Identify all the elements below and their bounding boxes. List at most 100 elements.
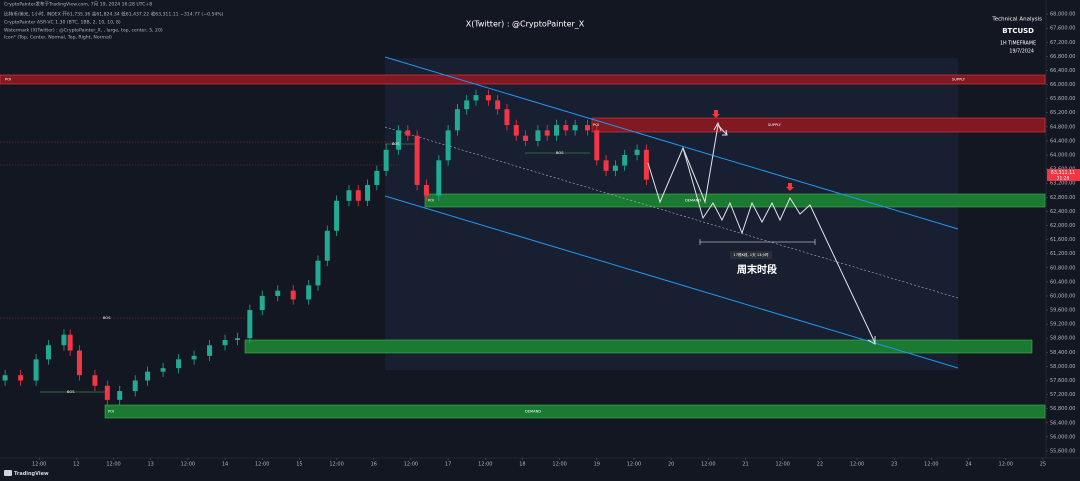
candle-body xyxy=(176,359,182,369)
x-tick-label: 19 xyxy=(594,462,600,468)
brand-logo xyxy=(4,470,12,476)
candle-body xyxy=(405,130,411,136)
projection-path xyxy=(717,124,728,136)
x-tick-label: 12:00 xyxy=(181,462,195,468)
y-tick-label: 64,800.00 xyxy=(1050,124,1075,130)
x-tick-label: 23 xyxy=(891,462,897,468)
candle-body xyxy=(259,295,265,311)
y-tick-label: 59,600.00 xyxy=(1050,308,1075,314)
y-tick-label: 66,000.00 xyxy=(1050,82,1075,88)
y-tick-label: 68,000.00 xyxy=(1050,12,1075,18)
arrow-head xyxy=(722,129,728,136)
candle-body xyxy=(290,290,296,300)
candle-body xyxy=(117,391,123,400)
x-tick-label: 12:00 xyxy=(32,462,46,468)
candle-body xyxy=(423,184,429,196)
candle-body xyxy=(374,170,380,185)
candle-body xyxy=(436,160,442,196)
y-tick-label: 57,600.00 xyxy=(1050,378,1075,384)
zone-label: BOS xyxy=(103,316,111,320)
candle-body xyxy=(504,109,510,126)
channel-upper xyxy=(384,56,959,230)
y-tick-label: 67,600.00 xyxy=(1050,26,1075,32)
header-line: CryptoPainter ASR-VC 1.30 (BTC, 1BB, 2, … xyxy=(4,20,121,26)
x-tick-label: 12:00 xyxy=(775,462,789,468)
x-tick-label: 13 xyxy=(148,462,154,468)
x-tick-label: 25 xyxy=(1040,462,1046,468)
y-tick-label: 63,200.00 xyxy=(1050,181,1075,187)
candle-body xyxy=(585,125,591,131)
candle-body xyxy=(76,350,82,376)
candle-body xyxy=(622,155,628,166)
candle-body xyxy=(535,130,541,141)
zone-label: BOS xyxy=(392,142,400,146)
y-tick-label: 57,200.00 xyxy=(1050,392,1075,398)
zone-label: BOS xyxy=(556,151,564,155)
countdown: 31:28 xyxy=(1057,176,1070,182)
x-tick-label: 12:00 xyxy=(329,462,343,468)
y-tick-label: 59,200.00 xyxy=(1050,322,1075,328)
x-tick-label: 12:00 xyxy=(255,462,269,468)
last-price-box xyxy=(1047,169,1080,181)
candle-body xyxy=(104,385,110,400)
arrow-head xyxy=(713,121,722,132)
projection-path xyxy=(682,124,719,204)
arrow-head xyxy=(867,336,876,345)
y-tick-label: 65,600.00 xyxy=(1050,96,1075,102)
candle-body xyxy=(67,334,73,351)
channel-lower xyxy=(384,195,959,369)
candle-body xyxy=(414,135,420,185)
zone-label: SUPPLY xyxy=(952,78,966,82)
candle-body xyxy=(464,100,470,110)
candle-body xyxy=(132,380,138,392)
brand: TradingView xyxy=(14,471,49,477)
x-tick-label: 16 xyxy=(371,462,377,468)
x-tick-label: 12:00 xyxy=(627,462,641,468)
x-tick-label: 12 xyxy=(73,462,79,468)
info-symbol: BTCUSD xyxy=(1002,27,1034,35)
candle-body xyxy=(33,359,39,381)
candles xyxy=(2,89,649,406)
measure-label: 17根K线, 1天 13小时 xyxy=(733,252,769,257)
supply-zone xyxy=(0,74,1046,85)
x-tick-label: 15 xyxy=(296,462,302,468)
zone-label: BOS xyxy=(67,390,75,394)
zone-label: DEMAND xyxy=(685,199,701,203)
x-tick-label: 12:00 xyxy=(106,462,120,468)
demand-zone xyxy=(244,339,1033,354)
y-tick-label: 60,400.00 xyxy=(1050,279,1075,285)
candle-body xyxy=(473,95,479,101)
zone-label: SUPPLY xyxy=(768,123,782,127)
candle-body xyxy=(554,125,560,136)
candle-body xyxy=(355,190,361,201)
x-tick-label: 21 xyxy=(742,462,748,468)
measure-label-bg xyxy=(730,251,772,259)
y-tick-label: 62,400.00 xyxy=(1050,209,1075,215)
x-tick-label: 12:00 xyxy=(701,462,715,468)
candle-body xyxy=(603,160,609,171)
y-tick-label: 61,600.00 xyxy=(1050,237,1075,243)
info-line: Technical Analysis xyxy=(991,17,1042,23)
demand-zone xyxy=(424,193,1046,208)
x-tick-label: 12:00 xyxy=(999,462,1013,468)
x-tick-label: 18 xyxy=(519,462,525,468)
x-tick-label: 12:00 xyxy=(924,462,938,468)
candle-body xyxy=(247,310,253,339)
zone-label: POI xyxy=(593,123,599,127)
header-line: Watermark (X(Twitter) : @CryptoPainter_X… xyxy=(4,28,163,34)
candle-body xyxy=(324,230,330,261)
candle-body xyxy=(207,345,213,356)
candle-body xyxy=(222,339,228,346)
y-tick-label: 64,000.00 xyxy=(1050,153,1075,159)
y-tick-label: 60,800.00 xyxy=(1050,265,1075,271)
x-tick-label: 20 xyxy=(668,462,674,468)
candle-body xyxy=(334,200,340,231)
x-tick-label: 12:00 xyxy=(404,462,418,468)
zone-label: DEMAND xyxy=(525,410,541,414)
candle-body xyxy=(2,375,8,381)
y-tick-label: 66,400.00 xyxy=(1050,68,1075,74)
candle-body xyxy=(445,130,451,161)
x-tick-label: 22 xyxy=(817,462,823,468)
y-tick-label: 61,200.00 xyxy=(1050,251,1075,257)
candle-body xyxy=(594,130,600,161)
